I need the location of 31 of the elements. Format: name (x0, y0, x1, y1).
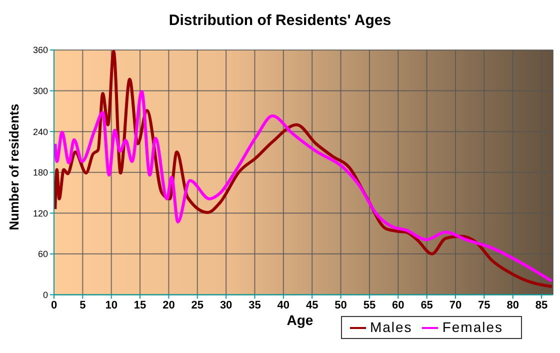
y-tick-label: 60 (38, 249, 48, 260)
x-tick-label: 35 (248, 300, 261, 312)
x-tick-label: 65 (420, 300, 433, 312)
x-tick-label: 50 (334, 300, 347, 312)
x-tick-label: 5 (80, 300, 86, 312)
y-tick-label: 360 (32, 45, 48, 56)
line-series (54, 90, 553, 283)
x-tick-label: 30 (220, 300, 232, 312)
x-tick-label: 0 (50, 300, 58, 312)
y-tick-label: 120 (32, 208, 48, 218)
legend-label: Males (370, 318, 412, 335)
y-tick-label: 0 (42, 290, 48, 300)
x-tick-label: 10 (105, 300, 118, 312)
x-tick-label: 85 (535, 300, 548, 312)
y-tick-label: 180 (32, 168, 48, 178)
x-axis-title: Age (286, 312, 314, 328)
y-axis-title: Number of residents (6, 104, 22, 230)
x-tick-label: 60 (392, 300, 404, 312)
x-tick-label: 15 (134, 300, 146, 312)
x-tick-label: 45 (306, 300, 318, 312)
x-tick-label: 80 (506, 300, 519, 312)
x-tick-label: 25 (191, 300, 204, 312)
x-tick-label: 55 (363, 300, 376, 312)
chart-title: Distribution of Residents' Ages (168, 12, 392, 29)
legend-label: Females (442, 318, 503, 335)
y-tick-label: 300 (32, 86, 48, 96)
x-tick-label: 70 (449, 300, 462, 312)
x-tick-label: 40 (277, 300, 290, 312)
x-tick-label: 20 (162, 300, 175, 312)
y-tick-label: 240 (32, 126, 48, 137)
x-tick-label: 75 (478, 300, 490, 312)
